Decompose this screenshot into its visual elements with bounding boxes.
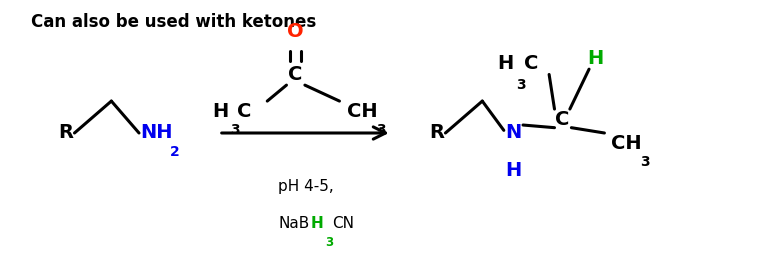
Text: C: C <box>237 102 252 121</box>
Text: H: H <box>498 54 514 73</box>
Text: NaB: NaB <box>278 216 310 231</box>
Text: C: C <box>289 65 303 84</box>
Text: O: O <box>287 22 304 41</box>
Text: pH 4-5,: pH 4-5, <box>278 179 334 194</box>
Text: R: R <box>58 123 73 143</box>
Text: 3: 3 <box>640 155 650 169</box>
Text: C: C <box>524 54 538 73</box>
Text: 3: 3 <box>516 78 526 92</box>
Text: H: H <box>587 49 604 68</box>
Text: NH: NH <box>141 123 173 143</box>
Text: 3: 3 <box>325 236 333 248</box>
Text: 2: 2 <box>170 145 180 159</box>
Text: CN: CN <box>332 216 354 231</box>
Text: 3: 3 <box>230 123 240 137</box>
Text: CH: CH <box>347 102 378 121</box>
Text: Can also be used with ketones: Can also be used with ketones <box>31 13 316 31</box>
Text: 3: 3 <box>376 123 386 137</box>
Text: H: H <box>212 102 228 121</box>
Text: H: H <box>505 161 521 180</box>
Text: H: H <box>311 216 324 231</box>
Text: CH: CH <box>611 134 641 153</box>
Text: R: R <box>429 123 444 143</box>
Text: C: C <box>555 110 569 129</box>
Text: N: N <box>505 123 521 143</box>
